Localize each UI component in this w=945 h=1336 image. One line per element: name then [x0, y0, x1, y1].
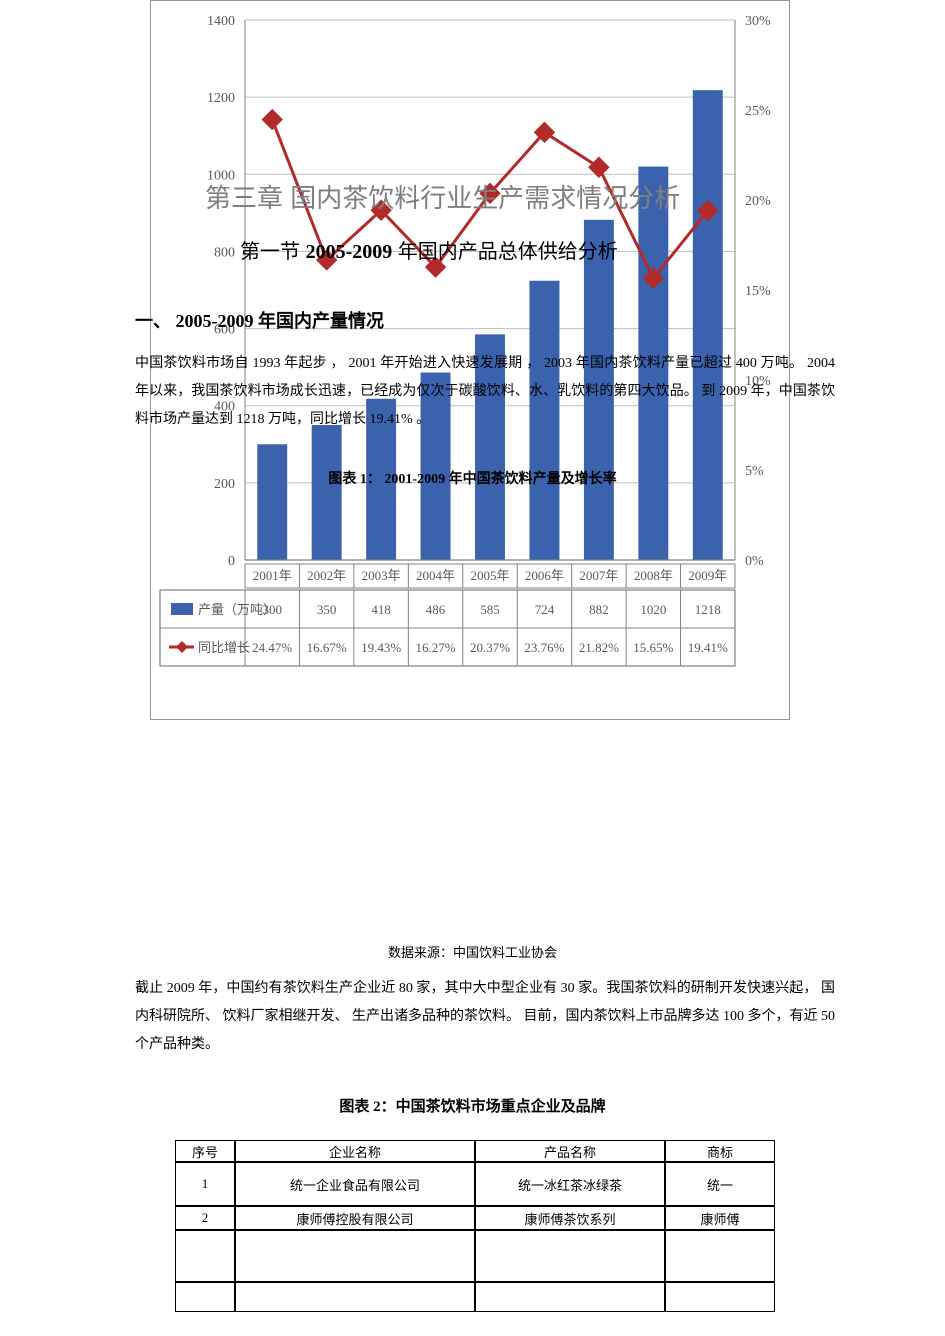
paragraph-1: 中国茶饮料市场自 1993 年起步 ， 2001 年开始进入快速发展期 ， 20… [135, 350, 835, 434]
brand-table-header-cell: 产品名称 [475, 1140, 665, 1162]
svg-text:15%: 15% [745, 284, 771, 299]
brand-table-cell: 统一 [665, 1162, 775, 1206]
brand-table-cell: 康师傅控股有限公司 [235, 1206, 475, 1230]
brand-table-cell [665, 1282, 775, 1312]
svg-text:2009年: 2009年 [688, 568, 727, 583]
svg-text:585: 585 [480, 602, 500, 617]
svg-text:486: 486 [426, 602, 446, 617]
svg-text:350: 350 [317, 602, 337, 617]
brand-table-cell: 统一企业食品有限公司 [235, 1162, 475, 1206]
subsection-heading: 一、 2005-2009 年国内产量情况 [135, 307, 384, 333]
paragraph-2: 截止 2009 年，中国约有茶饮料生产企业近 80 家，其中大中型企业有 30 … [135, 975, 835, 1059]
svg-text:30%: 30% [745, 14, 771, 29]
svg-text:1020: 1020 [640, 602, 666, 617]
svg-text:25%: 25% [745, 104, 771, 119]
svg-text:882: 882 [589, 602, 609, 617]
brand-table-cell [175, 1230, 235, 1282]
svg-text:2003年: 2003年 [362, 568, 401, 583]
svg-text:16.27%: 16.27% [416, 640, 456, 655]
section-title-post: 年国内产品总体供给分析 [392, 241, 618, 263]
subhead-post: 年国内产量情况 [254, 311, 385, 331]
section-title-num: 2005-2009 [306, 241, 393, 263]
brand-table-cell: 统一冰红茶冰绿茶 [475, 1162, 665, 1206]
svg-text:1218: 1218 [695, 602, 721, 617]
document-page: 02004006008001000120014000%5%10%15%20%25… [0, 0, 945, 1336]
svg-text:2007年: 2007年 [579, 568, 618, 583]
brand-table-cell [475, 1230, 665, 1282]
svg-text:0: 0 [228, 554, 235, 569]
svg-text:2001年: 2001年 [253, 568, 292, 583]
section-title-pre: 第一节 [240, 241, 306, 263]
section-title: 第一节 2005-2009 年国内产品总体供给分析 [240, 235, 618, 264]
svg-text:724: 724 [535, 602, 555, 617]
svg-text:1400: 1400 [207, 14, 235, 29]
svg-text:2008年: 2008年 [634, 568, 673, 583]
svg-text:16.67%: 16.67% [307, 640, 347, 655]
svg-text:23.76%: 23.76% [524, 640, 564, 655]
svg-text:418: 418 [371, 602, 391, 617]
brand-table-cell: 2 [175, 1206, 235, 1230]
brand-table-cell [235, 1230, 475, 1282]
subhead-num: 2005-2009 [176, 311, 254, 331]
svg-text:2006年: 2006年 [525, 568, 564, 583]
svg-text:800: 800 [214, 245, 235, 260]
svg-text:0%: 0% [745, 554, 764, 569]
svg-text:2002年: 2002年 [307, 568, 346, 583]
brand-table-cell: 康师傅 [665, 1206, 775, 1230]
brand-table-cell [175, 1282, 235, 1312]
svg-text:1200: 1200 [207, 91, 235, 106]
brand-table-cell: 康师傅茶饮系列 [475, 1206, 665, 1230]
brand-table-header-cell: 企业名称 [235, 1140, 475, 1162]
table-caption-num: 2： [373, 1099, 396, 1115]
svg-text:19.43%: 19.43% [361, 640, 401, 655]
svg-text:20.37%: 20.37% [470, 640, 510, 655]
chart-caption: 图表 1： 2001-2009 年中国茶饮料产量及增长率 [0, 468, 945, 488]
svg-text:同比增长: 同比增长 [198, 640, 250, 655]
svg-text:2005年: 2005年 [470, 568, 509, 583]
svg-text:20%: 20% [745, 194, 771, 209]
svg-text:15.65%: 15.65% [633, 640, 673, 655]
chapter-title: 第三章 国内茶饮料行业生产需求情况分析 [205, 178, 680, 215]
brand-table-header-cell: 商标 [665, 1140, 775, 1162]
svg-text:24.47%: 24.47% [252, 640, 292, 655]
table-caption-pre: 图表 [339, 1099, 373, 1115]
brand-table-cell [665, 1230, 775, 1282]
table-caption-post: 中国茶饮料市场重点企业及品牌 [396, 1099, 606, 1115]
brand-table-cell: 1 [175, 1162, 235, 1206]
brand-table-cell [475, 1282, 665, 1312]
table-caption: 图表 2：中国茶饮料市场重点企业及品牌 [0, 1095, 945, 1116]
brand-table-header-cell: 序号 [175, 1140, 235, 1162]
chart-caption-num: 1： 2001-2009 [360, 472, 445, 487]
svg-text:300: 300 [262, 602, 282, 617]
subhead-pre: 一、 [135, 311, 176, 331]
svg-text:19.41%: 19.41% [688, 640, 728, 655]
data-source: 数据来源：中国饮料工业协会 [0, 942, 945, 961]
svg-text:2004年: 2004年 [416, 568, 455, 583]
brand-table-cell [235, 1282, 475, 1312]
svg-text:21.82%: 21.82% [579, 640, 619, 655]
brand-table: 序号企业名称产品名称商标 1统一企业食品有限公司统一冰红茶冰绿茶统一 2康师傅控股有… [175, 1140, 775, 1320]
chart-caption-pre: 图表 [328, 472, 360, 487]
chart-caption-post: 年中国茶饮料产量及增长率 [445, 472, 617, 487]
